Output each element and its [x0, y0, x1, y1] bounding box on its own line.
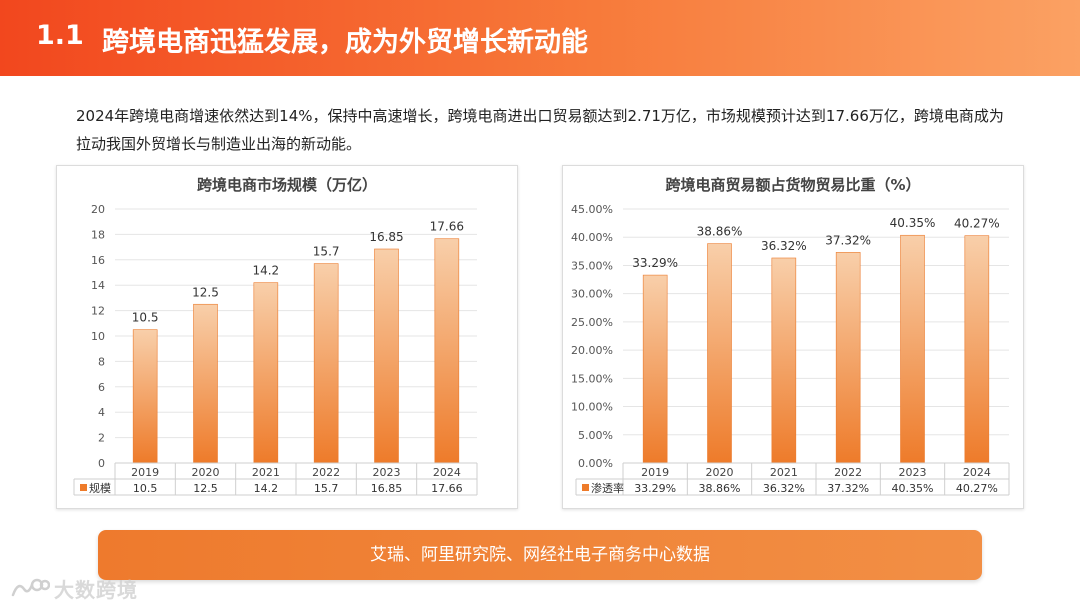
x-tick-label: 2023 [373, 466, 401, 479]
bar-2022 [313, 263, 339, 464]
y-tick-label: 5.00% [578, 429, 613, 442]
header-banner: 1.1 跨境电商迅猛发展，成为外贸增长新动能 [0, 0, 1080, 76]
x-tick-label: 2021 [770, 466, 798, 479]
y-tick-label: 20 [91, 203, 105, 216]
bar-2024 [964, 235, 990, 464]
y-tick-label: 10 [91, 330, 105, 343]
legend-label: 渗透率 [591, 481, 624, 495]
table-value: 37.32% [827, 482, 869, 495]
chart-title: 跨境电商贸易额占货物贸易比重（%） [665, 176, 920, 194]
y-tick-label: 8 [98, 355, 105, 368]
legend-swatch [582, 484, 589, 491]
y-tick-label: 20.00% [571, 344, 613, 357]
market-size-chart-panel: 跨境电商市场规模（万亿） 0 2 4 6 8 10 12 14 16 18 20 10.5 12.5 14.… [56, 165, 518, 509]
y-tick-label: 2 [98, 432, 105, 445]
table-value: 14.2 [254, 482, 278, 495]
table-value: 33.29% [634, 482, 676, 495]
bar-2023 [374, 248, 399, 464]
data-label: 10.5 [132, 311, 159, 325]
data-label: 36.32% [761, 239, 807, 253]
table-value: 36.32% [763, 482, 805, 495]
bar-2021 [253, 282, 279, 464]
x-tick-label: 2024 [433, 466, 461, 479]
bar-2019 [642, 274, 668, 464]
data-label: 12.5 [192, 285, 219, 299]
market-size-chart: 跨境电商市场规模（万亿） 0 2 4 6 8 10 12 14 16 18 20 10.5 12.5 14.… [73, 176, 478, 496]
y-tick-label: 45.00% [571, 203, 613, 216]
y-tick-label: 35.00% [571, 259, 613, 272]
bar-2020 [193, 303, 218, 464]
brand-logo-text: 大数跨境 [54, 577, 138, 602]
y-tick-label: 0 [98, 457, 105, 470]
x-tick-label: 2019 [641, 466, 669, 479]
trade-share-chart: 跨境电商贸易额占货物贸易比重（%） 0.00% 5.00% 10.00% 15.00% 2… [571, 176, 1010, 496]
table-value: 40.35% [892, 482, 934, 495]
data-label: 37.32% [825, 233, 871, 247]
bar-2020 [707, 243, 732, 464]
table-value: 10.5 [133, 482, 158, 495]
y-tick-label: 4 [98, 406, 105, 419]
x-tick-label: 2023 [899, 466, 927, 479]
brand-logo: 大数跨境 [10, 573, 138, 603]
legend-label: 规模 [89, 481, 111, 495]
x-tick-label: 2021 [252, 466, 280, 479]
bar-2022 [835, 252, 861, 464]
y-tick-label: 16 [91, 254, 105, 267]
data-label: 33.29% [632, 256, 678, 270]
data-label: 14.2 [252, 264, 279, 278]
section-number: 1.1 [36, 20, 84, 51]
trade-share-chart-panel: 跨境电商贸易额占货物贸易比重（%） 0.00% 5.00% 10.00% 15.00% 2… [562, 165, 1024, 509]
table-value: 40.27% [956, 482, 998, 495]
x-tick-label: 2022 [834, 466, 862, 479]
y-tick-label: 14 [91, 279, 105, 292]
y-tick-label: 0.00% [578, 457, 613, 470]
table-value: 16.85 [371, 482, 403, 495]
table-value: 15.7 [314, 482, 339, 495]
y-tick-label: 18 [91, 228, 105, 241]
y-tick-label: 25.00% [571, 316, 613, 329]
data-label: 40.35% [890, 216, 936, 230]
x-tick-label: 2019 [131, 466, 159, 479]
bar-2023 [900, 234, 925, 464]
y-tick-label: 10.00% [571, 401, 613, 414]
y-tick-label: 6 [98, 381, 105, 394]
table-value: 12.5 [193, 482, 218, 495]
data-label: 17.66 [430, 220, 464, 234]
table-value: 38.86% [699, 482, 741, 495]
x-tick-label: 2020 [192, 466, 220, 479]
bar-2021 [771, 257, 797, 464]
table-value: 17.66 [431, 482, 463, 495]
x-tick-label: 2022 [312, 466, 340, 479]
y-tick-label: 15.00% [571, 372, 613, 385]
page-title: 跨境电商迅猛发展，成为外贸增长新动能 [102, 27, 588, 58]
bar-2024 [434, 238, 460, 464]
data-label: 40.27% [954, 217, 1000, 231]
y-tick-label: 30.00% [571, 288, 613, 301]
data-label: 15.7 [313, 245, 340, 259]
chart-title: 跨境电商市场规模（万亿） [197, 176, 377, 194]
intro-text: 2024年跨境电商增速依然达到14%，保持中高速增长，跨境电商进出口贸易额达到2… [76, 107, 1004, 153]
data-label: 16.85 [369, 230, 403, 244]
y-tick-label: 40.00% [571, 231, 613, 244]
legend-swatch [80, 484, 87, 491]
data-label: 38.86% [697, 225, 743, 239]
x-tick-label: 2020 [706, 466, 734, 479]
brand-logo-icon [11, 578, 50, 597]
x-tick-label: 2024 [963, 466, 991, 479]
bar-2019 [132, 329, 158, 464]
y-tick-label: 12 [91, 305, 105, 318]
source-banner: 艾瑞、阿里研究院、网经社电子商务中心数据 [98, 530, 982, 580]
